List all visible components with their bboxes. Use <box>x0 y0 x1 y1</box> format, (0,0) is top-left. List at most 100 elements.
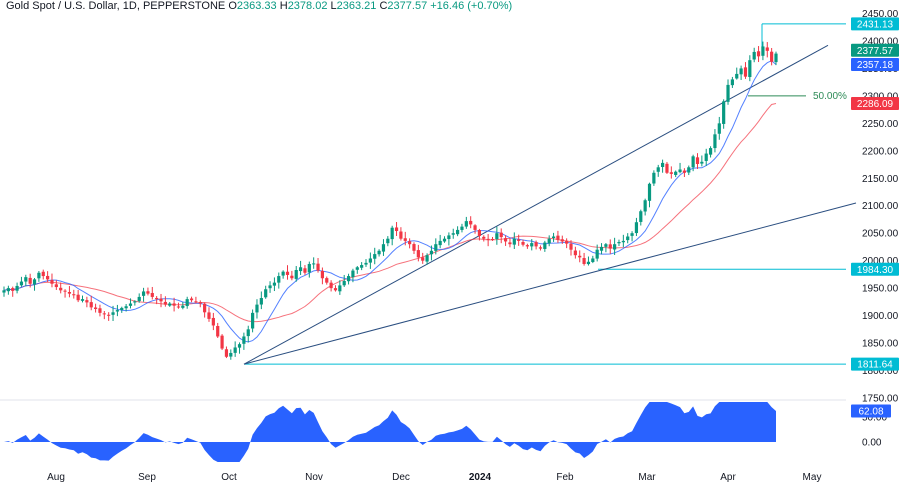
candle-body <box>128 303 133 306</box>
time-axis[interactable]: Aug Sep Oct Nov Dec 2024 Feb Mar Apr May <box>47 472 821 483</box>
candle <box>756 46 761 63</box>
candle <box>203 302 207 318</box>
candle <box>477 228 482 241</box>
price-tick-label: 2100.00 <box>862 201 899 212</box>
candle <box>717 116 721 140</box>
candle <box>508 237 512 248</box>
candle <box>530 239 534 251</box>
fib-label: 50.00% <box>813 91 847 102</box>
candle-body <box>120 307 124 310</box>
candle-body <box>765 47 769 51</box>
candle <box>172 297 176 312</box>
candle-body <box>32 279 37 285</box>
candle-body <box>626 236 630 241</box>
candles <box>2 41 778 360</box>
time-label: Feb <box>556 472 574 483</box>
time-label: Apr <box>720 472 736 483</box>
candle <box>595 244 599 262</box>
candle <box>259 291 263 310</box>
candle-body <box>224 349 229 357</box>
time-label: Dec <box>392 472 410 483</box>
candle <box>621 234 625 248</box>
candle <box>163 296 167 307</box>
candle <box>307 261 311 278</box>
candle-body <box>368 258 372 263</box>
candle-body <box>447 235 451 240</box>
candle-body <box>168 303 172 306</box>
price-tags: 2431.13 2377.57 2357.18 2286.09 1984.30 1811.… <box>851 17 899 418</box>
candle-body <box>93 307 98 310</box>
candle-body <box>403 238 407 241</box>
candle-body <box>460 226 464 230</box>
candle <box>669 166 673 179</box>
time-label: May <box>803 472 822 483</box>
candle <box>565 238 569 249</box>
candle <box>503 235 508 246</box>
candle <box>774 51 778 66</box>
candle <box>128 298 133 309</box>
candle <box>141 287 146 302</box>
candle <box>386 236 390 247</box>
candle-body <box>312 263 316 265</box>
candle <box>237 342 242 354</box>
candle-body <box>294 270 298 279</box>
osc-tag-box <box>851 404 891 418</box>
candle <box>517 234 521 246</box>
candle-body <box>739 68 743 75</box>
candle-body <box>434 244 438 251</box>
candle-body <box>469 220 473 225</box>
candle <box>730 76 734 88</box>
candle <box>325 276 329 285</box>
candle-body <box>678 169 682 173</box>
candle-body <box>726 84 730 102</box>
candle <box>604 243 608 253</box>
candle-body <box>508 242 512 245</box>
low-value: 2363.21 <box>336 0 377 12</box>
price-tag-label: 2431.13 <box>857 19 894 30</box>
candle <box>748 55 752 82</box>
candle-body <box>708 148 713 155</box>
price-tag-label: 2377.57 <box>857 46 894 57</box>
candle <box>281 270 285 279</box>
candle <box>28 273 32 288</box>
candle <box>133 300 137 306</box>
candle <box>338 280 342 295</box>
candle-body <box>691 156 695 168</box>
candle <box>285 265 290 280</box>
candle-body <box>735 73 739 79</box>
candle <box>342 274 346 287</box>
candle <box>739 65 743 80</box>
candle-body <box>652 172 656 184</box>
candle <box>242 332 246 350</box>
price-tag-box <box>851 357 899 371</box>
candle <box>425 253 429 265</box>
candle-body <box>722 101 726 124</box>
ma-slow-line <box>3 103 777 323</box>
candle <box>377 249 381 257</box>
candle-body <box>586 261 591 265</box>
osc-tag-label: 62.08 <box>858 406 883 417</box>
candle <box>211 312 215 331</box>
candle <box>102 310 106 320</box>
candle-body <box>85 300 89 303</box>
close-value: 2377.57 <box>387 0 428 12</box>
close-label: C <box>379 0 388 12</box>
candle-body <box>259 298 263 305</box>
candle-body <box>355 267 359 270</box>
candle <box>521 239 525 247</box>
candle-body <box>251 312 255 329</box>
candle <box>19 276 24 287</box>
candle-body <box>521 241 525 245</box>
candle <box>54 280 58 290</box>
price-tag: 2431.13 <box>851 17 899 31</box>
candle-body <box>456 229 460 235</box>
candle <box>687 165 691 176</box>
candle <box>76 290 80 303</box>
candle-body <box>298 267 303 272</box>
candle-body <box>486 238 490 240</box>
price-tick-label: 1750.00 <box>862 394 899 405</box>
price-tag-box <box>851 17 899 31</box>
candle-body <box>643 200 647 212</box>
candle <box>630 231 634 242</box>
